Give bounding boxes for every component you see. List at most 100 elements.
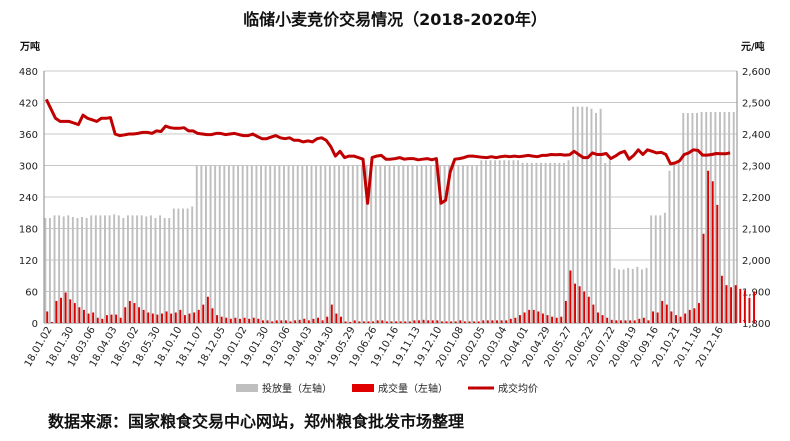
supply-bar: [507, 160, 510, 323]
supply-bar: [48, 218, 51, 323]
supply-bar: [44, 218, 47, 323]
left-tick-label: 420: [19, 99, 38, 110]
deal-bar: [413, 320, 416, 323]
right-tick-label: 2,400: [742, 130, 771, 141]
deal-bar: [675, 315, 677, 323]
legend-swatch-supply: [236, 384, 258, 392]
supply-bar: [627, 267, 630, 323]
deal-bar: [743, 290, 746, 323]
deal-bar: [335, 313, 338, 323]
deal-bar: [482, 320, 485, 323]
deal-bar: [748, 297, 751, 323]
supply-bar: [361, 165, 363, 323]
deal-bar: [280, 320, 283, 323]
legend-label-deal: 成交量（左轴）: [378, 382, 448, 395]
deal-bar: [271, 321, 274, 323]
supply-bar: [489, 160, 492, 323]
deal-bar: [317, 317, 319, 323]
supply-bar: [58, 215, 61, 323]
deal-bar: [92, 312, 95, 323]
supply-bar: [663, 212, 666, 323]
supply-bar: [223, 165, 226, 323]
deal-bar: [165, 311, 168, 323]
deal-bar: [665, 304, 668, 323]
deal-bar: [633, 320, 636, 323]
supply-bar: [640, 269, 643, 323]
supply-bar: [604, 162, 607, 323]
deal-bar: [734, 285, 737, 323]
left-tick-label: 360: [19, 130, 38, 141]
source-note: 数据来源：国家粮食交易中心网站，郑州粮食批发市场整理: [48, 412, 465, 431]
deal-bar: [344, 321, 347, 323]
supply-bar: [374, 165, 377, 323]
deal-bar: [211, 308, 214, 323]
supply-bar: [324, 165, 327, 323]
supply-bar: [338, 165, 341, 323]
supply-bar: [370, 165, 373, 323]
deal-bar: [128, 300, 131, 323]
supply-bar: [85, 218, 88, 323]
supply-bar: [719, 111, 721, 323]
supply-bar: [457, 165, 460, 323]
supply-bar: [292, 165, 295, 323]
deal-bar: [73, 303, 76, 323]
deal-bar: [592, 304, 595, 323]
deal-bar: [124, 307, 127, 323]
deal-bar: [505, 320, 508, 323]
deal-bar: [574, 283, 577, 323]
deal-bar: [193, 312, 196, 323]
supply-bar: [113, 214, 116, 323]
supply-bar: [62, 216, 65, 323]
supply-bar: [420, 165, 423, 323]
deal-bar: [298, 319, 301, 323]
deal-bar: [523, 312, 526, 323]
supply-bar: [572, 106, 575, 323]
left-tick-label: 240: [19, 193, 38, 204]
supply-bar: [191, 206, 194, 323]
deal-bar: [647, 320, 650, 323]
deal-bar: [679, 316, 682, 323]
supply-bar: [154, 218, 157, 323]
deal-bar: [642, 317, 645, 323]
supply-bar: [475, 165, 478, 323]
supply-bar: [576, 106, 579, 323]
deal-bar: [422, 319, 425, 323]
deal-bar: [78, 307, 81, 323]
supply-bar: [99, 215, 102, 323]
supply-bar: [351, 165, 354, 323]
supply-bar: [301, 165, 304, 323]
supply-bar: [590, 108, 593, 323]
deal-bar: [83, 309, 85, 323]
deal-bar: [220, 316, 223, 323]
supply-bar: [305, 165, 308, 323]
left-tick-label: 60: [25, 288, 38, 299]
deal-bar: [289, 321, 292, 323]
left-axis-unit: 万吨: [19, 40, 40, 53]
deal-bar: [707, 170, 710, 323]
supply-bar: [264, 165, 267, 323]
deal-bar: [330, 304, 333, 323]
deal-bar: [619, 320, 622, 323]
supply-bar: [283, 165, 285, 323]
supply-bar: [700, 111, 703, 323]
deal-bar: [514, 317, 517, 323]
deal-bar: [202, 304, 205, 323]
deal-bar: [615, 320, 618, 323]
supply-bar: [650, 215, 653, 323]
deal-bar: [261, 320, 264, 323]
deal-bar: [624, 320, 627, 323]
deal-bar: [445, 321, 448, 323]
supply-bar: [319, 165, 322, 323]
deal-bar: [50, 321, 53, 323]
supply-bar: [439, 165, 441, 323]
deal-bar: [684, 313, 687, 323]
deal-bar: [174, 312, 177, 323]
supply-bar: [287, 165, 290, 323]
supply-bar: [104, 215, 106, 323]
deal-bar: [372, 321, 375, 323]
supply-bar: [131, 215, 134, 323]
deal-bar: [541, 313, 544, 323]
supply-bar: [636, 266, 639, 323]
supply-bar: [328, 165, 331, 323]
